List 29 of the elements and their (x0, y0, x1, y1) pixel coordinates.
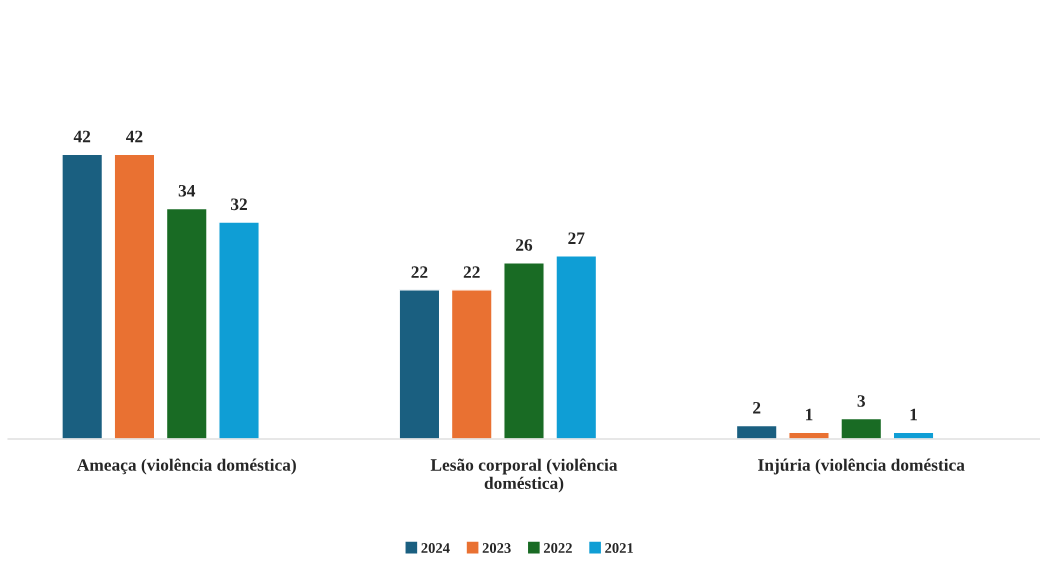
legend-label: 2023 (482, 543, 511, 553)
data-label: 3 (857, 395, 865, 407)
bar (398, 289, 441, 439)
bar (555, 255, 598, 439)
data-label: 22 (411, 266, 428, 278)
legend-label: 2024 (421, 543, 450, 553)
bar (218, 221, 260, 439)
legend-label: 2022 (543, 543, 572, 553)
data-label: 1 (806, 408, 813, 421)
data-label: 1 (910, 408, 917, 421)
data-label: 42 (73, 130, 91, 143)
data-label: 22 (463, 266, 480, 278)
bar (113, 153, 156, 439)
data-label: 42 (126, 130, 143, 143)
bar (61, 153, 104, 439)
bar (165, 207, 208, 439)
legend-label: 2021 (605, 543, 633, 553)
x-tick-label: Injúria (violência doméstica (758, 458, 965, 475)
data-label: 27 (568, 232, 585, 244)
bar (503, 262, 545, 439)
x-tick-label: Ameaça (violência doméstica) (76, 458, 296, 475)
x-tick-label: Lesão corporal (violência doméstica) (430, 458, 618, 493)
data-label: 2 (753, 401, 761, 414)
bar (735, 424, 778, 439)
data-label: 32 (230, 198, 247, 211)
bar (840, 417, 883, 439)
data-label: 34 (178, 184, 196, 197)
data-label: 26 (516, 239, 533, 251)
bar (450, 289, 493, 439)
